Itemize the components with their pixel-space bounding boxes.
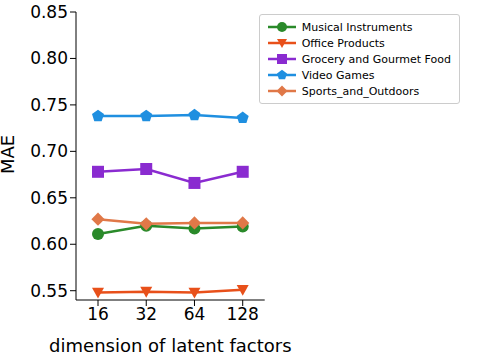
html-text:Musical Instruments: Musical Instruments xyxy=(301,20,413,34)
svg-text:0.65: 0.65 xyxy=(30,188,68,208)
svg-text:0.55: 0.55 xyxy=(30,281,68,301)
svg-text:0.70: 0.70 xyxy=(30,141,68,161)
svg-text:0.80: 0.80 xyxy=(30,48,68,68)
html-text:Grocery and Gourmet Food: Grocery and Gourmet Food xyxy=(301,52,451,66)
svg-text:dimension of latent factors: dimension of latent factors xyxy=(49,335,292,356)
svg-text:0.85: 0.85 xyxy=(30,2,68,22)
svg-text:16: 16 xyxy=(87,304,109,324)
svg-text:64: 64 xyxy=(184,304,206,324)
svg-text:MAE: MAE xyxy=(8,135,18,174)
svg-text:128: 128 xyxy=(226,304,258,324)
html-text:Office Products: Office Products xyxy=(301,36,385,50)
svg-text:0.60: 0.60 xyxy=(30,234,68,254)
svg-text:0.75: 0.75 xyxy=(30,95,68,115)
html-text:Sports_and_Outdoors: Sports_and_Outdoors xyxy=(301,84,420,98)
svg-text:32: 32 xyxy=(135,304,157,324)
html-text:Video Games: Video Games xyxy=(301,68,375,82)
